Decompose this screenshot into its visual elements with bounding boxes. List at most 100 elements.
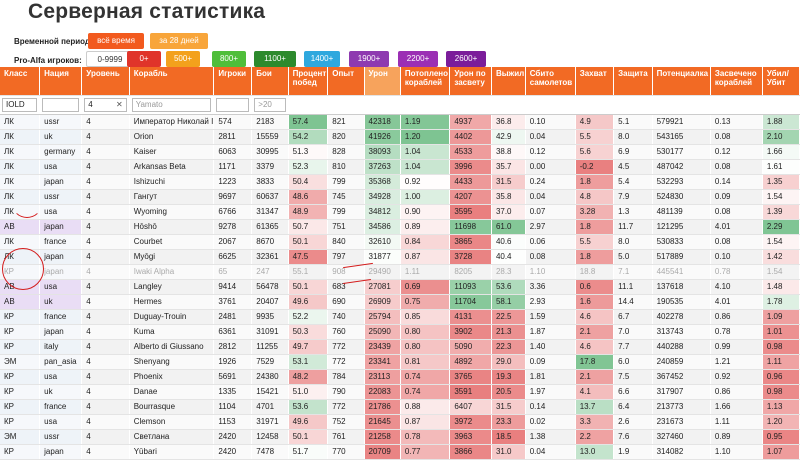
table-row[interactable]: ЛК germany 4 Kaiser 6063 30995 51.3 828 38093 1.0… <box>0 144 800 160</box>
cell-3: Hermes <box>129 294 215 310</box>
table-row[interactable]: ЭМ ussr 4 Светлана 2420 12458 50.1 761 21258 0.78… <box>0 429 800 445</box>
table-row[interactable]: КР france 4 Bourrasque 1104 4701 53.6 772 21786 0… <box>0 399 800 415</box>
cell-4: 6361 <box>213 324 253 340</box>
cell-15: 327460 <box>652 429 711 445</box>
nation-filter-input[interactable] <box>42 98 80 112</box>
class-filter-input[interactable]: IOLD <box>2 98 38 112</box>
column-header-10[interactable]: Урон по засвету <box>449 67 492 96</box>
cell-16: 0.78 <box>710 324 763 340</box>
cell-1: japan <box>39 249 83 265</box>
cell-14: 2.6 <box>613 414 653 430</box>
table-row[interactable]: КР japan 4 Kuma 6361 31091 50.3 760 25090 0.80 390… <box>0 324 800 340</box>
ship-filter-input[interactable]: Yamato <box>131 98 212 112</box>
cell-9: 0.77 <box>400 444 451 460</box>
level-filter-input[interactable]: 4 ✕ <box>84 98 127 112</box>
table-row[interactable]: КР usa 4 Clemson 1153 31971 49.6 752 21645 0.87 39… <box>0 414 800 430</box>
cell-12: 1.59 <box>525 309 576 325</box>
filter-row: IOLD 4 ✕ Yamato >20 <box>0 95 800 115</box>
table-row[interactable]: АВ japan 4 Hōshō 9278 61365 50.7 751 34586 0.89 11… <box>0 219 800 235</box>
cell-4: 9278 <box>213 219 253 235</box>
players-button-3[interactable]: 800+ <box>212 51 246 67</box>
cell-7: 760 <box>327 324 365 340</box>
cell-16: 0.10 <box>710 249 763 265</box>
cell-8: 20709 <box>364 444 401 460</box>
cell-3: Hōshō <box>129 219 215 235</box>
cell-17: 1.42 <box>762 249 800 265</box>
cell-0: КР <box>0 444 41 460</box>
cell-2: 4 <box>81 249 130 265</box>
cell-6: 52.3 <box>288 159 329 175</box>
table-row[interactable]: ЛК uk 4 Orion 2811 15559 54.2 820 41926 1.20 4402 4… <box>0 129 800 145</box>
cell-17: 1.61 <box>762 159 800 175</box>
table-row[interactable]: КР japan 4 Yūbari 2420 7478 51.7 770 20709 0.77 38… <box>0 444 800 460</box>
table-row[interactable]: КР italy 4 Alberto di Giussano 2812 11255 49.7… <box>0 339 800 355</box>
column-header-12[interactable]: Сбито самолетов <box>525 67 576 96</box>
players-button-1[interactable]: 0+ <box>127 51 161 67</box>
cell-12: 3.36 <box>525 279 576 295</box>
cell-14: 5.1 <box>613 114 653 130</box>
table-row[interactable]: КР japan 4 Iwaki Alpha 65 247 55.1 908 29490 1.11… <box>0 264 800 280</box>
table-row[interactable]: АВ uk 4 Hermes 3761 20407 49.6 690 26909 0.75 1170… <box>0 294 800 310</box>
column-header-8[interactable]: Урон <box>364 67 401 96</box>
players-button-4[interactable]: 1100+ <box>254 51 296 67</box>
cell-9: 1.20 <box>400 129 451 145</box>
cell-3: Iwaki Alpha <box>129 264 215 280</box>
column-header-3[interactable]: Корабль <box>129 67 215 96</box>
cell-5: 31347 <box>251 204 289 220</box>
table-row[interactable]: КР france 4 Duguay-Trouin 2481 9935 52.2 740 257… <box>0 309 800 325</box>
column-header-11[interactable]: Выжил <box>491 67 526 96</box>
players-button-7[interactable]: 2200+ <box>398 51 438 67</box>
cell-7: 784 <box>327 369 365 385</box>
cell-6: 54.2 <box>288 129 329 145</box>
players-filter-input[interactable] <box>216 98 250 112</box>
table-row[interactable]: ЛК ussr 4 Гангут 9697 60637 48.6 745 34928 1.00 42… <box>0 189 800 205</box>
table-row[interactable]: АВ usa 4 Langley 9414 56478 50.1 683 27081 0.69 11… <box>0 279 800 295</box>
column-header-17[interactable]: Убил/Убит <box>762 67 800 96</box>
table-row[interactable]: ЛК france 4 Courbet 2067 8670 50.1 840 32610 0.84… <box>0 234 800 250</box>
column-header-14[interactable]: Защита <box>613 67 653 96</box>
battles-filter-input[interactable]: >20 <box>254 98 286 112</box>
column-header-6[interactable]: Процент побед <box>288 67 329 96</box>
period-button-0[interactable]: всё время <box>88 33 144 49</box>
period-button-1[interactable]: за 28 дней <box>150 33 208 49</box>
table-row[interactable]: ЛК usa 4 Arkansas Beta 1171 3379 52.3 810 37263 1… <box>0 159 800 175</box>
cell-9: 0.81 <box>400 354 451 370</box>
players-button-0[interactable]: 0-9999 <box>86 51 134 67</box>
column-header-0[interactable]: Класс <box>0 67 41 96</box>
column-header-5[interactable]: Бои <box>251 67 289 96</box>
cell-10: 4937 <box>449 114 492 130</box>
table-row[interactable]: КР usa 4 Phoenix 5691 24380 48.2 784 23113 0.74 37… <box>0 369 800 385</box>
column-header-7[interactable]: Опыт <box>327 67 365 96</box>
column-header-15[interactable]: Потенциалка <box>652 67 711 96</box>
cell-4: 1335 <box>213 384 253 400</box>
column-header-16[interactable]: Засвечено кораблей <box>710 67 763 96</box>
column-header-9[interactable]: Потоплено кораблей <box>400 67 451 96</box>
cell-10: 4892 <box>449 354 492 370</box>
cell-14: 7.6 <box>613 429 653 445</box>
cell-17: 1.01 <box>762 324 800 340</box>
table-row[interactable]: КР uk 4 Danae 1335 15421 51.0 790 22083 0.74 3591 2… <box>0 384 800 400</box>
column-header-13[interactable]: Захват <box>575 67 615 96</box>
cell-14: 7.5 <box>613 369 653 385</box>
cell-0: ЛК <box>0 144 41 160</box>
table-row[interactable]: ЛК japan 4 Myōgi 6625 32361 47.5 797 31877 0.87 37… <box>0 249 800 265</box>
cell-10: 3866 <box>449 444 492 460</box>
clear-icon[interactable]: ✕ <box>116 100 123 109</box>
level-filter-value: 4 <box>88 100 93 109</box>
cell-15: 240859 <box>652 354 711 370</box>
cell-1: usa <box>39 369 83 385</box>
table-row[interactable]: ЭМ pan_asia 4 Shenyang 1926 7529 53.1 772 23341 0… <box>0 354 800 370</box>
cell-16: 1.21 <box>710 354 763 370</box>
players-button-8[interactable]: 2600+ <box>446 51 486 67</box>
players-button-5[interactable]: 1400+ <box>304 51 340 67</box>
table-row[interactable]: ЛК usa 4 Wyoming 6766 31347 48.9 799 34812 0.90 35… <box>0 204 800 220</box>
column-header-2[interactable]: Уровень <box>81 67 130 96</box>
players-button-2[interactable]: 500+ <box>166 51 200 67</box>
table-row[interactable]: ЛК ussr 4 Император Николай I 574 2183 57.4 821… <box>0 114 800 130</box>
cell-15: 481139 <box>652 204 711 220</box>
column-header-1[interactable]: Нация <box>39 67 83 96</box>
table-row[interactable]: ЛК japan 4 Ishizuchi 1223 3833 50.4 799 35368 0.9… <box>0 174 800 190</box>
players-button-6[interactable]: 1900+ <box>349 51 389 67</box>
cell-12: 0.04 <box>525 129 576 145</box>
column-header-4[interactable]: Игроки <box>213 67 253 96</box>
